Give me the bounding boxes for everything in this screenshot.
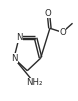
Text: N: N (16, 33, 22, 42)
Text: N: N (11, 54, 17, 63)
Text: O: O (59, 28, 66, 37)
Text: NH₂: NH₂ (26, 78, 43, 87)
Text: O: O (45, 9, 52, 18)
